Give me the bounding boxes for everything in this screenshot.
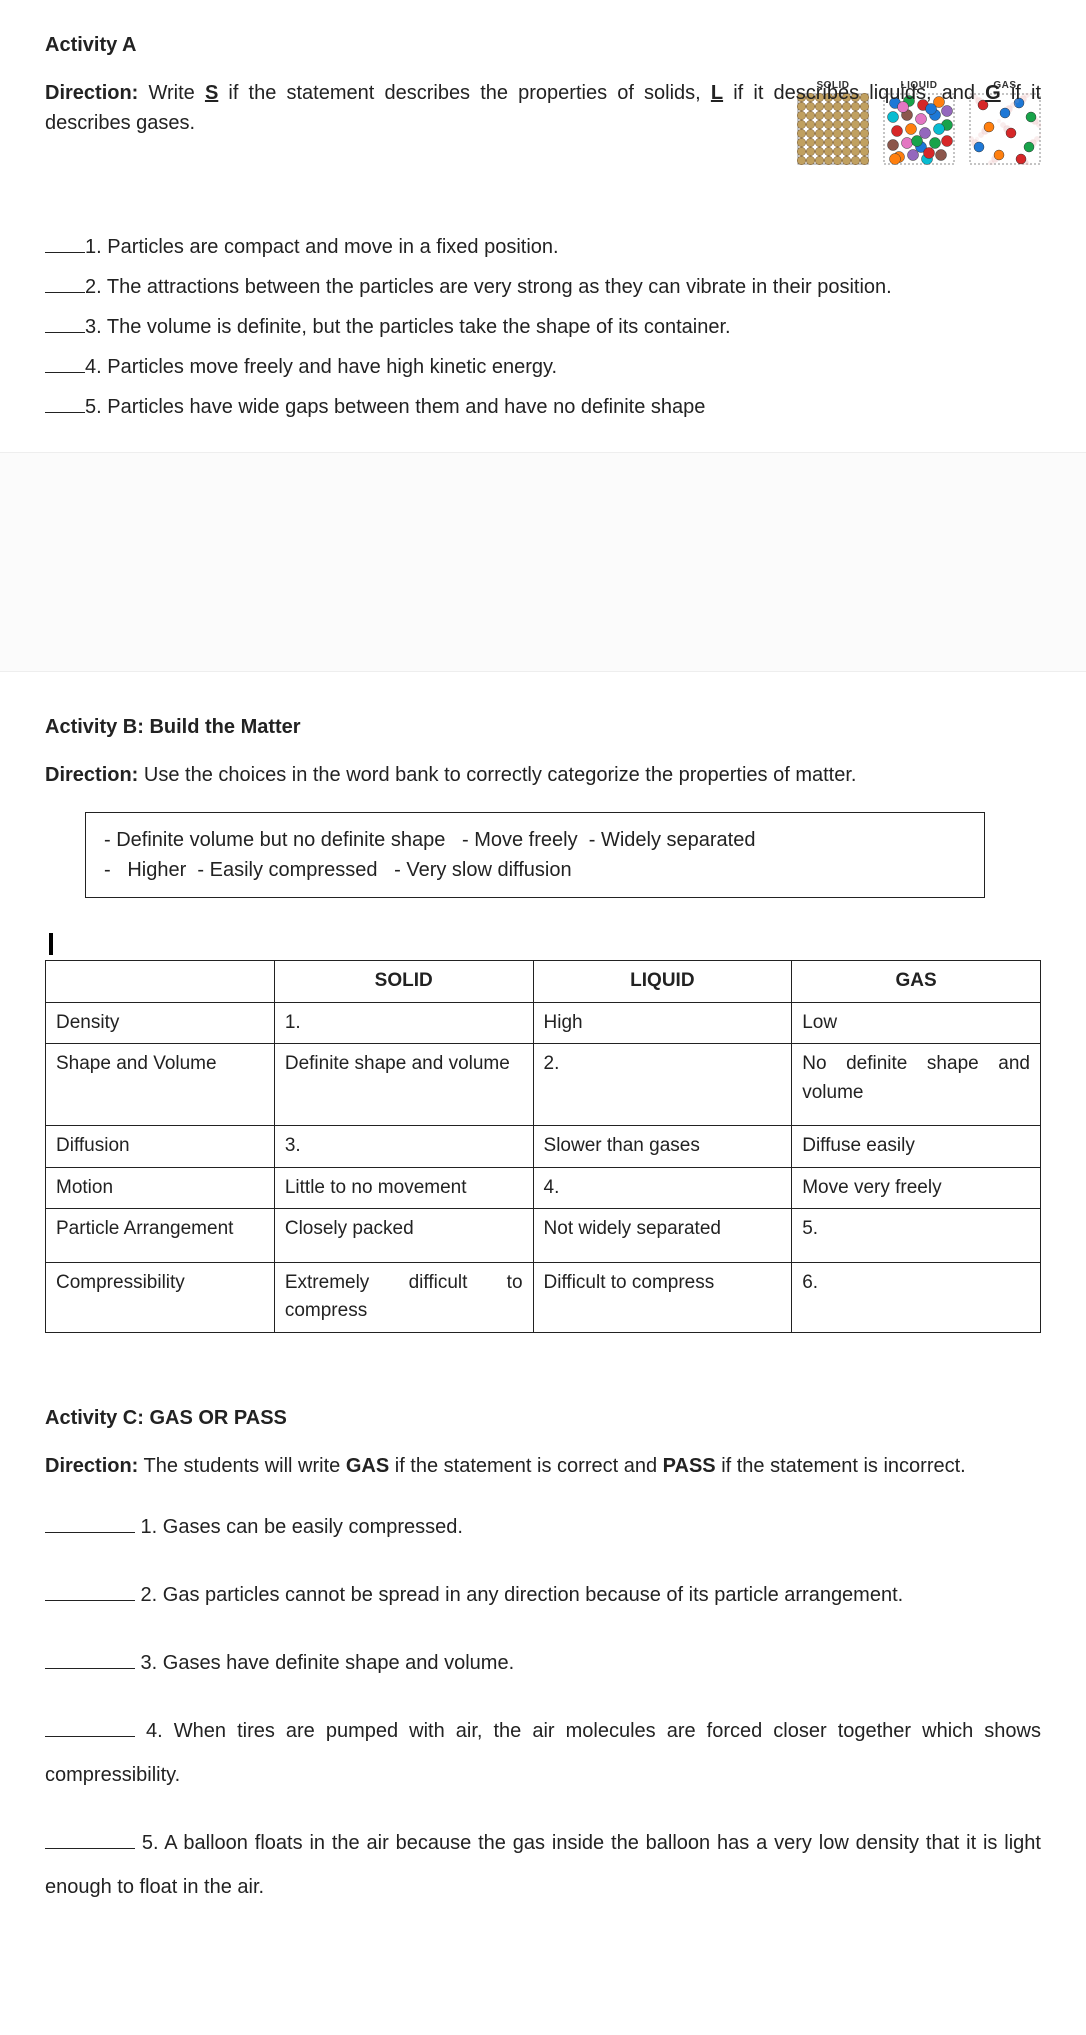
question-text: 3. Gases have definite shape and volume. bbox=[135, 1652, 514, 1674]
direction-end: if the statement is incorrect. bbox=[716, 1455, 966, 1477]
direction-lead: Direction: bbox=[45, 82, 138, 104]
wordbank-item: Move freely bbox=[474, 829, 577, 851]
activity-c-question: 1. Gases can be easily compressed. bbox=[45, 1505, 1041, 1549]
wordbank-item: Very slow diffusion bbox=[406, 859, 571, 881]
table-cell: Difficult to compress bbox=[533, 1262, 792, 1332]
table-cell: Move very freely bbox=[792, 1167, 1041, 1209]
table-cell: Diffuse easily bbox=[792, 1126, 1041, 1168]
table-cell: Diffusion bbox=[46, 1126, 275, 1168]
activity-c-title: Activity C: GAS OR PASS bbox=[45, 1403, 1041, 1433]
table-cell: Extremely difficult to compress bbox=[274, 1262, 533, 1332]
letter-g: G bbox=[985, 82, 1001, 104]
activity-c-question: 5. A balloon floats in the air because t… bbox=[45, 1821, 1041, 1909]
table-cell: 3. bbox=[274, 1126, 533, 1168]
activity-c-question: 2. Gas particles cannot be spread in any… bbox=[45, 1573, 1041, 1617]
table-cell: 5. bbox=[792, 1209, 1041, 1263]
table-row: Density1.HighLow bbox=[46, 1002, 1041, 1044]
answer-blank[interactable] bbox=[45, 372, 85, 373]
table-cell: Shape and Volume bbox=[46, 1044, 275, 1126]
activity-c-question: 3. Gases have definite shape and volume. bbox=[45, 1641, 1041, 1685]
table-row: Shape and VolumeDefinite shape and volum… bbox=[46, 1044, 1041, 1126]
direction-lead: Direction: bbox=[45, 1455, 138, 1477]
table-row: Particle ArrangementClosely packedNot wi… bbox=[46, 1209, 1041, 1263]
direction-mid: if the statement is correct and bbox=[389, 1455, 662, 1477]
direction-body: The students will write bbox=[138, 1455, 346, 1477]
gas-word: GAS bbox=[346, 1455, 389, 1477]
table-cell: Particle Arrangement bbox=[46, 1209, 275, 1263]
table-cell: Slower than gases bbox=[533, 1126, 792, 1168]
question-text: 2. The attractions between the particles… bbox=[85, 276, 892, 298]
table-cell: High bbox=[533, 1002, 792, 1044]
table-cell: 6. bbox=[792, 1262, 1041, 1332]
wordbank-item: Definite volume but no definite shape bbox=[116, 829, 445, 851]
table-row: CompressibilityExtremely difficult to co… bbox=[46, 1262, 1041, 1332]
activity-a-question: 2. The attractions between the particles… bbox=[45, 272, 1041, 302]
table-cell: 4. bbox=[533, 1167, 792, 1209]
letter-s: S bbox=[205, 82, 218, 104]
question-text: 5. A balloon floats in the air because t… bbox=[45, 1832, 1041, 1898]
activity-b-title: Activity B: Build the Matter bbox=[45, 712, 1041, 742]
direction-lead: Direction: bbox=[45, 764, 138, 786]
table-cell: Density bbox=[46, 1002, 275, 1044]
activity-a-question: 3. The volume is definite, but the parti… bbox=[45, 312, 1041, 342]
question-text: 2. Gas particles cannot be spread in any… bbox=[135, 1584, 903, 1606]
direction-mid2: if it describes liquids, and bbox=[723, 82, 985, 104]
question-text: 5. Particles have wide gaps between them… bbox=[85, 396, 705, 418]
wordbank-item: Widely separated bbox=[601, 829, 756, 851]
direction-body: Use the choices in the word bank to corr… bbox=[138, 764, 856, 786]
question-text: 1. Gases can be easily compressed. bbox=[135, 1516, 463, 1538]
table-row: Diffusion3.Slower than gasesDiffuse easi… bbox=[46, 1126, 1041, 1168]
activity-b-direction: Direction: Use the choices in the word b… bbox=[45, 760, 1041, 790]
question-text: 3. The volume is definite, but the parti… bbox=[85, 316, 731, 338]
pass-word: PASS bbox=[663, 1455, 716, 1477]
answer-blank[interactable] bbox=[45, 252, 85, 253]
th-blank bbox=[46, 961, 275, 1003]
answer-blank[interactable] bbox=[45, 1668, 135, 1669]
question-text: 4. Particles move freely and have high k… bbox=[85, 356, 557, 378]
answer-blank[interactable] bbox=[45, 1848, 135, 1849]
letter-l: L bbox=[711, 82, 723, 104]
matter-table: SOLID LIQUID GAS Density1.HighLowShape a… bbox=[45, 960, 1041, 1333]
text-cursor-icon bbox=[49, 933, 53, 955]
th-liquid: LIQUID bbox=[533, 961, 792, 1003]
table-cell: Not widely separated bbox=[533, 1209, 792, 1263]
question-text: 4. When tires are pumped with air, the a… bbox=[45, 1720, 1041, 1786]
activity-a-question: 4. Particles move freely and have high k… bbox=[45, 352, 1041, 382]
table-row: MotionLittle to no movement4.Move very f… bbox=[46, 1167, 1041, 1209]
table-cell: No definite shape and volume bbox=[792, 1044, 1041, 1126]
answer-blank[interactable] bbox=[45, 412, 85, 413]
question-text: 1. Particles are compact and move in a f… bbox=[85, 236, 559, 258]
table-cell: Low bbox=[792, 1002, 1041, 1044]
word-bank: - Definite volume but no definite shape … bbox=[85, 812, 985, 898]
activity-a-title: Activity A bbox=[45, 30, 1041, 60]
table-cell: Closely packed bbox=[274, 1209, 533, 1263]
answer-blank[interactable] bbox=[45, 1600, 135, 1601]
wordbank-item: Higher bbox=[127, 859, 186, 881]
table-cell: Definite shape and volume bbox=[274, 1044, 533, 1126]
direction-mid1: if the statement describes the propertie… bbox=[218, 82, 711, 104]
wordbank-item: Easily compressed bbox=[210, 859, 378, 881]
th-gas: GAS bbox=[792, 961, 1041, 1003]
th-solid: SOLID bbox=[274, 961, 533, 1003]
table-cell: Compressibility bbox=[46, 1262, 275, 1332]
table-cell: Motion bbox=[46, 1167, 275, 1209]
table-header-row: SOLID LIQUID GAS bbox=[46, 961, 1041, 1003]
table-cell: Little to no movement bbox=[274, 1167, 533, 1209]
answer-blank[interactable] bbox=[45, 332, 85, 333]
activity-a-question: 1. Particles are compact and move in a f… bbox=[45, 232, 1041, 262]
activity-c-direction: Direction: The students will write GAS i… bbox=[45, 1451, 1041, 1481]
activity-a-direction: Direction: Write S if the statement desc… bbox=[45, 78, 1041, 174]
direction-body: Write bbox=[138, 82, 205, 104]
answer-blank[interactable] bbox=[45, 1736, 135, 1737]
table-cell: 1. bbox=[274, 1002, 533, 1044]
page-separator bbox=[0, 452, 1086, 672]
activity-a-question: 5. Particles have wide gaps between them… bbox=[45, 392, 1041, 422]
answer-blank[interactable] bbox=[45, 292, 85, 293]
table-cell: 2. bbox=[533, 1044, 792, 1126]
answer-blank[interactable] bbox=[45, 1532, 135, 1533]
activity-c-question: 4. When tires are pumped with air, the a… bbox=[45, 1709, 1041, 1797]
